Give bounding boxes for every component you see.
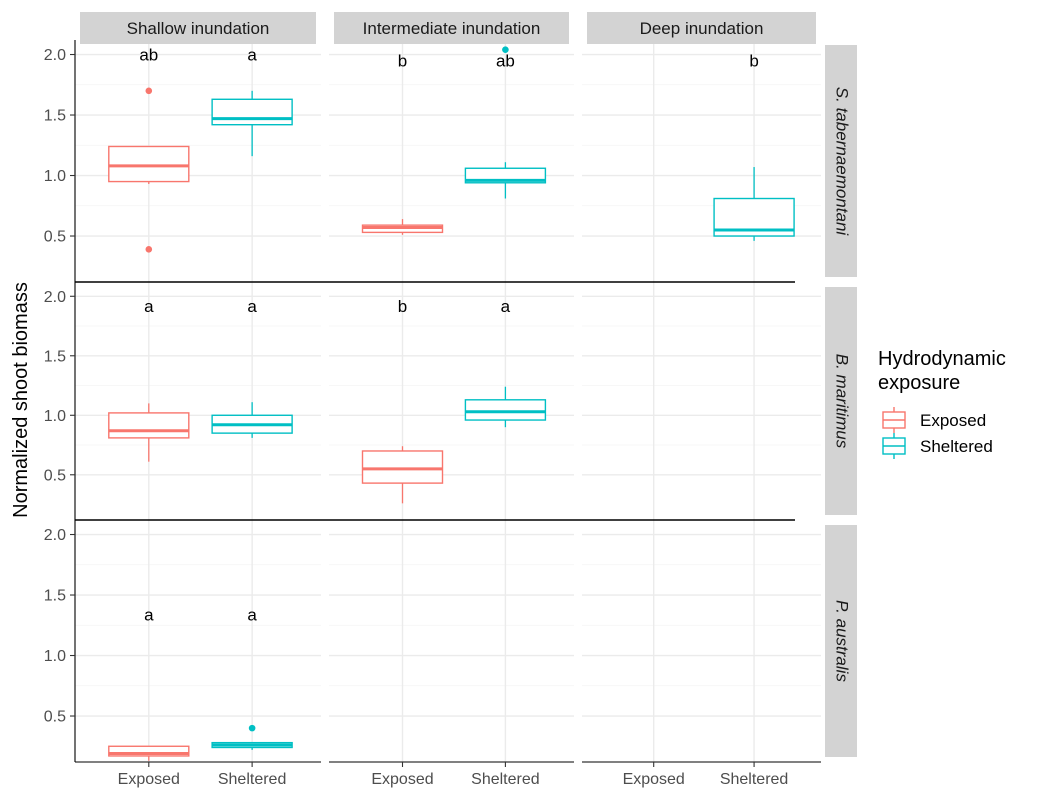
row-strip-s-tabernaemontani: [825, 45, 857, 277]
significance-letter: b: [398, 52, 407, 71]
legend-label: Sheltered: [920, 437, 993, 456]
y-axis-title: Normalized shoot biomass: [10, 282, 32, 518]
column-strip-label: Deep inundation: [640, 19, 764, 38]
box-s-tabernaemontani-shallow-inundation-sheltered: [211, 90, 293, 157]
box-b-maritimus-intermediate-inundation-sheltered: [464, 386, 547, 428]
box-body: [108, 412, 190, 439]
box-outlier: [248, 724, 256, 732]
y-tick-label: 1.5: [44, 108, 66, 125]
box-body: [211, 98, 293, 126]
box-outlier: [502, 46, 509, 53]
box-outlier: [145, 87, 153, 95]
x-tick-label: Exposed: [623, 771, 685, 788]
box-body: [361, 450, 444, 484]
row-strip-b-maritimus: [825, 287, 857, 515]
y-tick-label: 2.0: [44, 47, 66, 64]
significance-letter: a: [247, 297, 257, 316]
x-tick-label: Exposed: [118, 771, 180, 788]
x-tick-label: Exposed: [371, 771, 433, 788]
box-p-australis-shallow-inundation-sheltered: [211, 724, 293, 750]
x-tick-label: Sheltered: [218, 771, 287, 788]
box-body: [108, 145, 190, 183]
legend-title-line: exposure: [878, 372, 960, 394]
x-tick-label: Sheltered: [471, 771, 540, 788]
y-tick-label: 0.5: [44, 229, 66, 246]
significance-letter: ab: [496, 52, 515, 71]
box-body: [108, 745, 190, 757]
box-b-maritimus-intermediate-inundation-exposed: [361, 446, 444, 504]
significance-letter: a: [247, 46, 257, 65]
row-strip-label: P. australis: [833, 600, 852, 682]
legend-label: Exposed: [920, 411, 986, 430]
box-b-maritimus-shallow-inundation-sheltered: [211, 402, 293, 438]
y-tick-label: 1.0: [44, 648, 66, 665]
box-b-maritimus-shallow-inundation-exposed: [108, 403, 190, 462]
y-tick-label: 1.0: [44, 168, 66, 185]
box-s-tabernaemontani-shallow-inundation-exposed: [108, 87, 190, 253]
box-outlier: [145, 246, 153, 253]
x-tick-label: Sheltered: [720, 771, 789, 788]
row-strip-label: S. tabernaemontani: [833, 87, 852, 237]
y-tick-label: 1.0: [44, 408, 66, 425]
significance-letter: b: [749, 52, 758, 71]
legend-title-line: Hydrodynamic: [878, 348, 1006, 370]
box-p-australis-shallow-inundation-exposed: [108, 745, 190, 761]
row-strip-label: B. maritimus: [833, 354, 852, 449]
legend-item-sheltered: Sheltered: [882, 433, 993, 459]
column-strip-label: Shallow inundation: [127, 19, 270, 38]
y-tick-label: 0.5: [44, 709, 66, 726]
row-separators-layer: [75, 281, 795, 521]
boxes-layer: [108, 46, 795, 761]
significance-letter: a: [501, 297, 511, 316]
column-strip-intermediate-inundation: [334, 12, 569, 44]
row-strip-p-australis: [825, 525, 857, 757]
axes-layer: 0.5 1.0 1.5 2.0 0.5 1.0 1.5 2.0 0.5 1.0 1.5 2.0 Expo…: [44, 40, 821, 788]
y-tick-label: 2.0: [44, 527, 66, 544]
box-s-tabernaemontani-deep-inundation-sheltered: [713, 167, 795, 241]
box-s-tabernaemontani-intermediate-inundation-sheltered: [464, 46, 547, 199]
y-tick-label: 0.5: [44, 467, 66, 484]
significance-letter: a: [144, 605, 154, 624]
box-s-tabernaemontani-intermediate-inundation-exposed: [361, 219, 444, 235]
y-tick-label: 2.0: [44, 289, 66, 306]
facet-strips-layer: Shallow inundation Intermediate inundatio…: [80, 12, 857, 757]
significance-letters-layer: ab a b ab ba a b aa a: [139, 46, 758, 625]
significance-letter: a: [144, 297, 154, 316]
significance-letter: a: [247, 605, 257, 624]
column-strip-shallow-inundation: [80, 12, 316, 44]
y-tick-label: 1.5: [44, 588, 66, 605]
y-tick-label: 1.5: [44, 348, 66, 365]
significance-letter: ab: [139, 46, 158, 65]
column-strip-label: Intermediate inundation: [363, 19, 541, 38]
significance-letter: b: [398, 297, 407, 316]
box-body: [464, 399, 547, 421]
column-strip-deep-inundation: [587, 12, 816, 44]
legend-item-exposed: Exposed: [882, 407, 986, 433]
